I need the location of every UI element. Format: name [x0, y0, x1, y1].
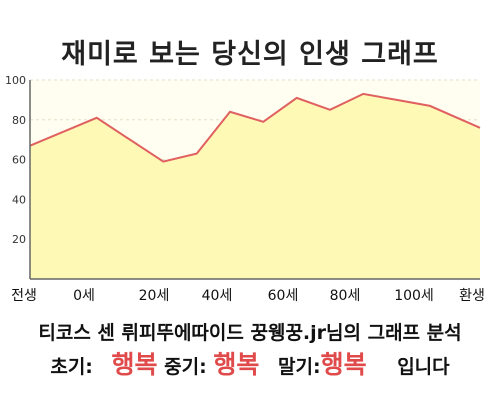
x-tick-label: 0세 [73, 288, 95, 304]
suffix: 입니다 [397, 356, 450, 378]
x-tick-label: 60세 [268, 288, 299, 304]
early-value: 행복 [111, 350, 158, 379]
chart-title: 재미로 보는 당신의 인생 그래프 [61, 39, 439, 70]
analysis-summary: 티코스 센 뤼피뚜에따이드 꿍웽꿍.jr님의 그래프 분석 [38, 322, 462, 344]
x-tick-label: 40세 [202, 288, 233, 304]
verdict-line: 초기: 행복 중기: 행복 말기:행복 입니다 [0, 345, 500, 381]
x-tick-label: 100세 [394, 288, 434, 304]
y-tick-label: 100 [5, 74, 26, 87]
y-tick-label: 80 [12, 114, 26, 127]
mid-value: 행복 [213, 350, 260, 379]
early-label: 초기: [50, 356, 93, 378]
y-tick-label: 20 [12, 233, 26, 246]
life-graph-chart: 20 40 60 80 100 전생 0세 20세 40세 60세 80세 100세 환생 [5, 74, 485, 304]
x-tick-label: 환생 [459, 288, 485, 304]
late-value: 행복 [320, 350, 367, 379]
x-tick-label: 20세 [139, 288, 170, 304]
x-tick-label: 80세 [330, 288, 361, 304]
y-tick-label: 60 [12, 154, 26, 167]
series-line [29, 92, 481, 163]
late-label: 말기: [278, 356, 321, 378]
y-tick-labels: 20 40 60 80 100 [5, 74, 26, 246]
area-fill [30, 93, 480, 280]
x-tick-label: 전생 [11, 288, 37, 304]
mid-label: 중기: [164, 356, 207, 378]
x-tick-labels: 전생 0세 20세 40세 60세 80세 100세 환생 [11, 288, 485, 304]
y-tick-label: 40 [12, 193, 26, 206]
